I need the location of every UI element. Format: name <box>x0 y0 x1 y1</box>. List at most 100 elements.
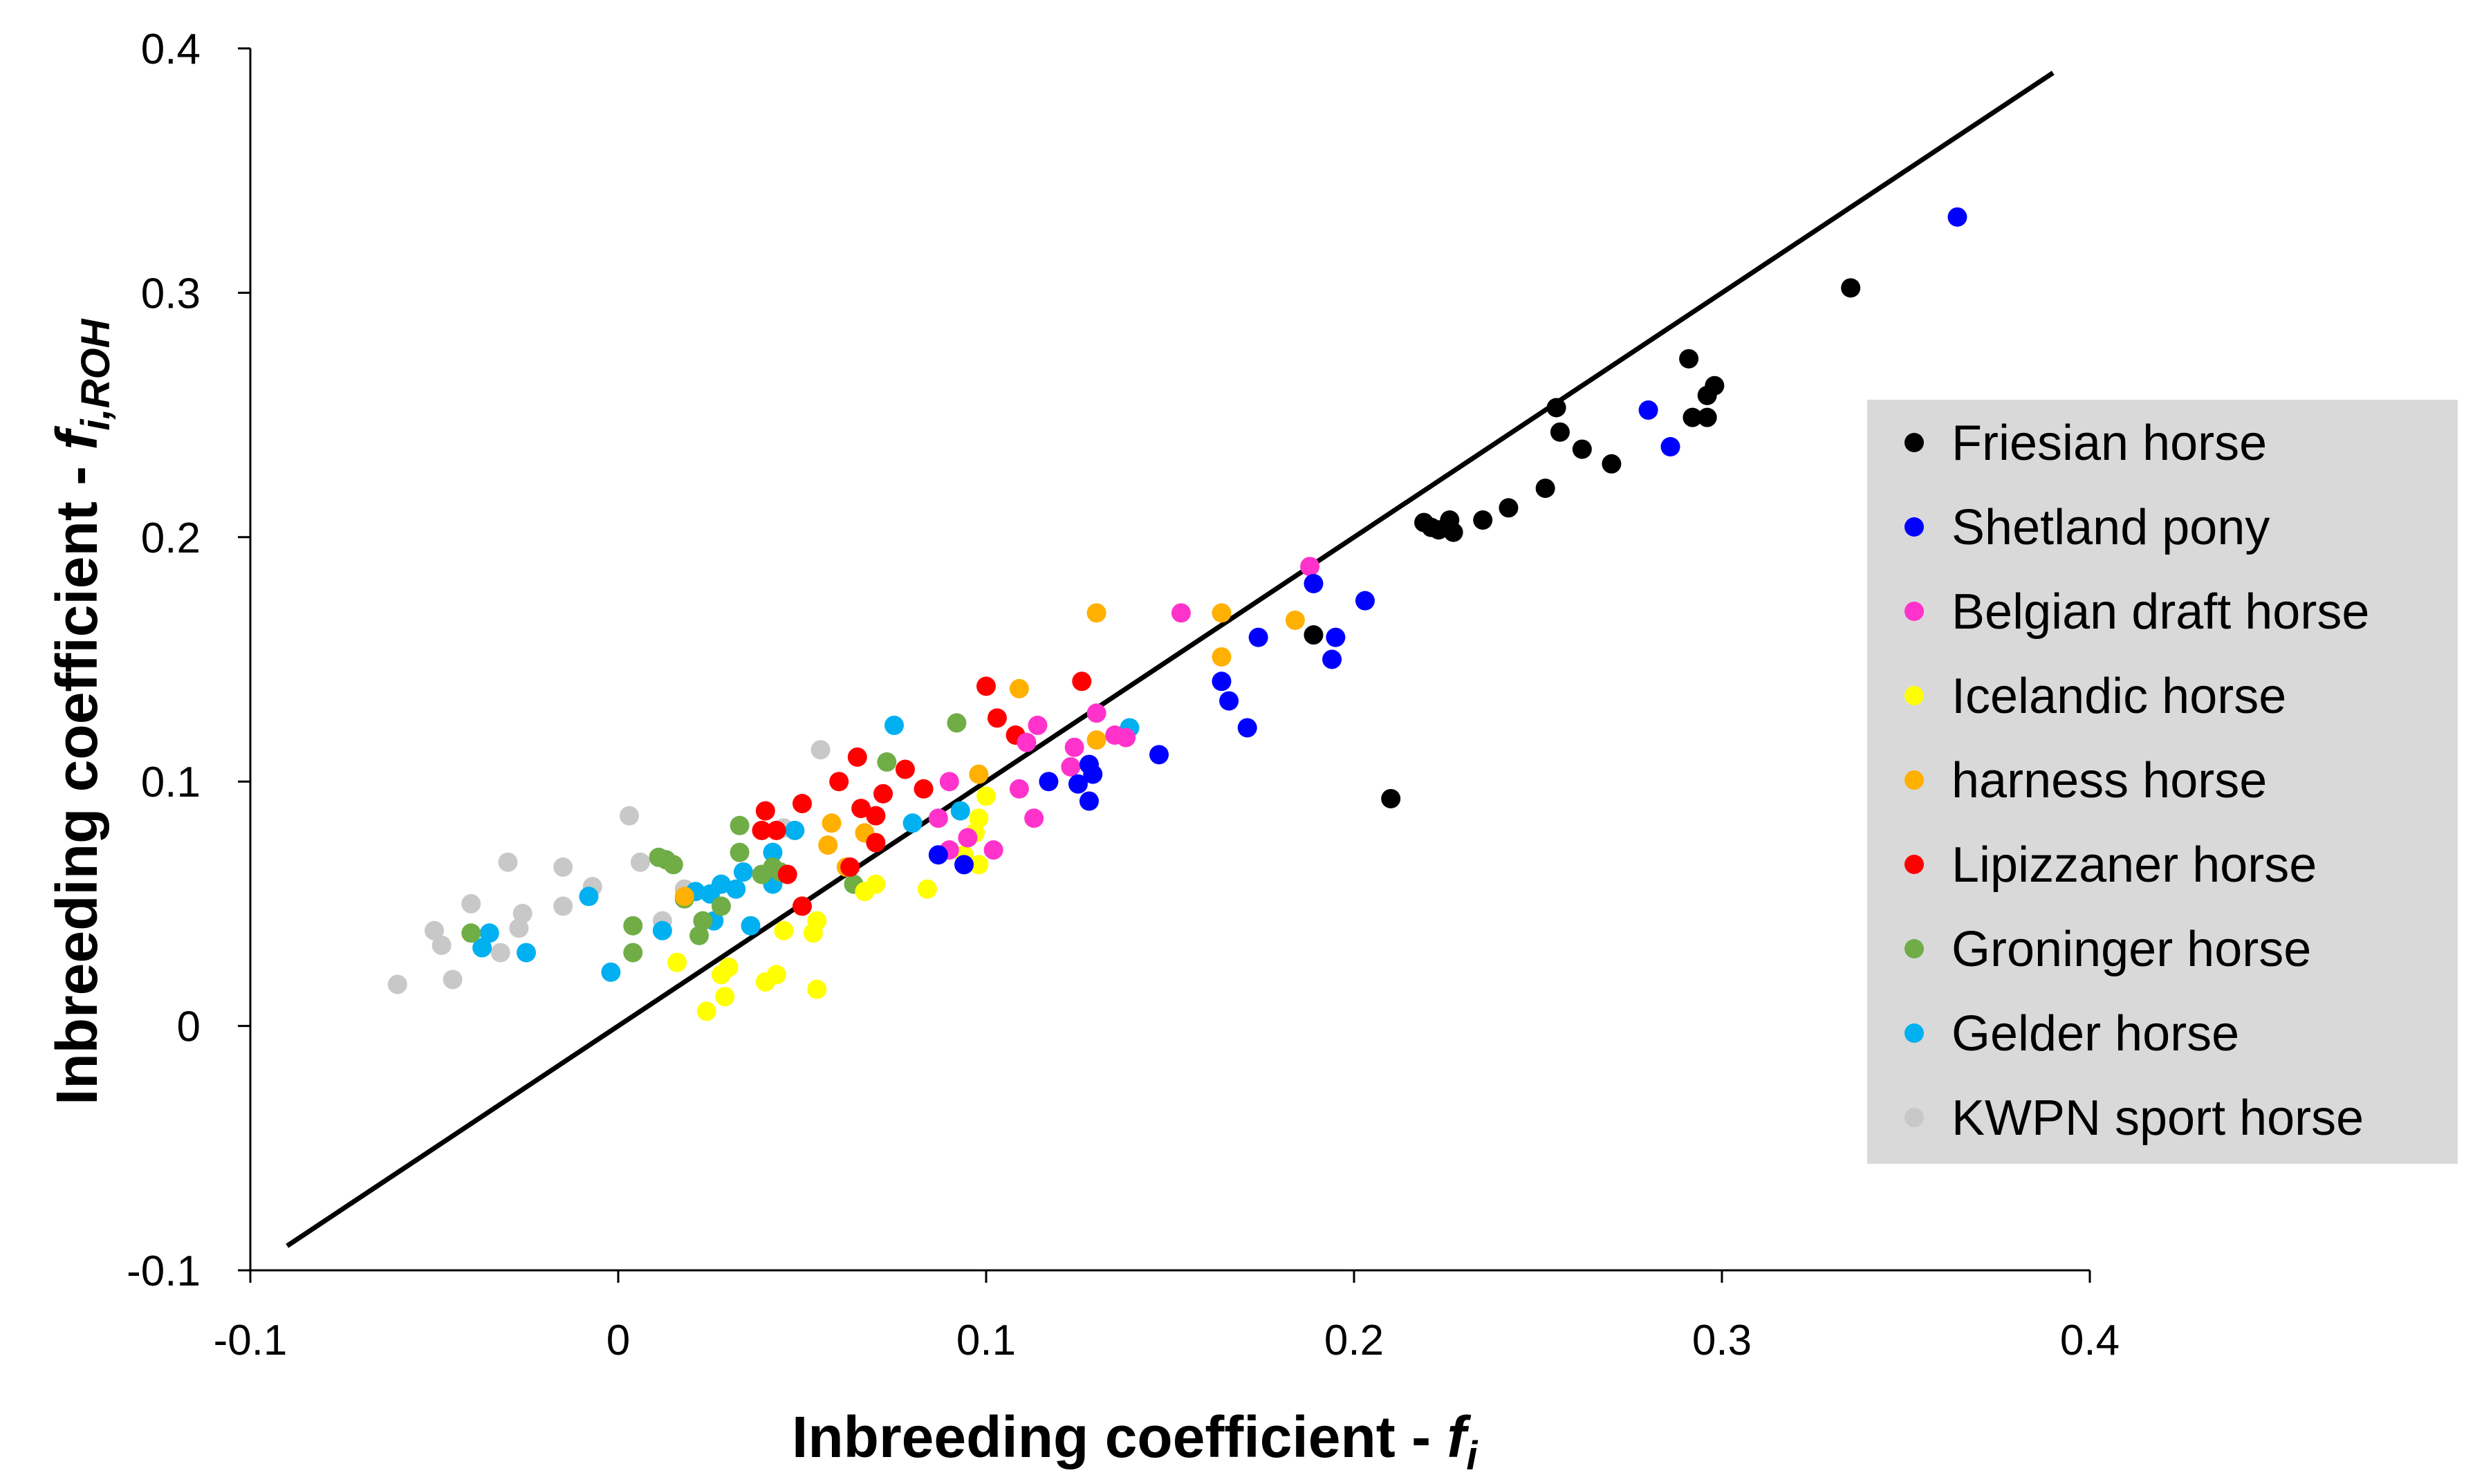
data-point <box>792 896 812 916</box>
data-point <box>1322 649 1342 669</box>
data-point <box>774 920 794 940</box>
data-point <box>1116 727 1136 748</box>
data-point <box>810 740 831 760</box>
legend-label: Lipizzaner horse <box>1952 837 2317 893</box>
data-point <box>1355 591 1375 611</box>
x-tick-label: 0.3 <box>1692 1317 1752 1364</box>
data-point <box>792 794 812 814</box>
data-point <box>1841 278 1861 298</box>
data-point <box>969 855 989 875</box>
series-gelder-horse <box>472 715 1140 982</box>
data-point <box>1660 437 1680 457</box>
data-point <box>498 852 518 872</box>
data-point <box>752 820 772 840</box>
data-point <box>443 970 463 990</box>
data-point <box>1212 603 1232 623</box>
data-point <box>741 916 761 936</box>
data-point <box>873 783 893 804</box>
legend-marker <box>1904 602 1924 621</box>
data-point <box>461 893 481 913</box>
data-point <box>696 1001 716 1021</box>
data-point <box>425 920 444 940</box>
data-point <box>711 896 731 916</box>
data-point <box>1028 715 1048 735</box>
data-point <box>387 974 407 994</box>
legend-label: Belgian draft horse <box>1952 584 2369 640</box>
data-point <box>490 943 510 963</box>
data-point <box>1086 703 1106 723</box>
y-tick-label: 0.2 <box>141 514 201 562</box>
data-point <box>1638 400 1658 420</box>
data-point <box>674 887 694 907</box>
data-point <box>1171 603 1191 623</box>
data-point <box>928 808 948 828</box>
data-point <box>553 896 573 916</box>
data-point <box>917 879 937 899</box>
x-tick-label: 0.2 <box>1324 1317 1384 1364</box>
data-point <box>1535 479 1555 499</box>
x-tick-label: 0 <box>606 1317 630 1364</box>
data-point <box>1219 691 1239 711</box>
data-point <box>663 855 683 875</box>
data-point <box>1304 573 1324 593</box>
y-tick-label: 0 <box>177 1003 201 1051</box>
data-point <box>512 904 532 924</box>
data-point <box>623 916 643 936</box>
data-point <box>1679 349 1699 369</box>
data-point <box>947 713 967 733</box>
data-point <box>1304 625 1324 645</box>
data-point <box>877 752 897 772</box>
data-point <box>766 820 786 840</box>
data-point <box>752 864 772 884</box>
data-point <box>902 813 923 833</box>
data-point <box>730 815 750 835</box>
data-point <box>1083 764 1103 784</box>
data-point <box>807 979 827 999</box>
data-point <box>1572 439 1592 459</box>
legend-marker <box>1904 433 1924 452</box>
data-point <box>693 911 713 931</box>
data-point <box>1550 422 1570 442</box>
data-point <box>1212 671 1232 692</box>
legend-box <box>1867 400 2458 1164</box>
data-point <box>1237 718 1257 738</box>
legend-label: KWPN sport horse <box>1952 1091 2364 1146</box>
data-point <box>601 962 621 982</box>
x-tick-label: -0.1 <box>214 1317 288 1364</box>
data-point <box>1064 737 1084 757</box>
data-point <box>1285 610 1305 630</box>
data-point <box>461 923 481 943</box>
data-point <box>1009 678 1029 698</box>
data-point <box>1546 398 1566 418</box>
data-point <box>1079 791 1099 811</box>
y-tick-label: -0.1 <box>127 1248 201 1295</box>
data-point <box>822 813 842 833</box>
data-point <box>1086 730 1106 750</box>
legend: Friesian horse Shetland pony Belgian draft… <box>1867 400 2458 1164</box>
data-point <box>895 759 915 779</box>
data-point <box>726 879 746 899</box>
data-point <box>1300 557 1320 577</box>
data-point <box>958 828 978 848</box>
data-point <box>1024 808 1044 828</box>
data-point <box>983 840 1003 860</box>
data-point <box>829 772 849 792</box>
series-shetland-pony <box>928 207 1967 875</box>
data-point <box>987 708 1007 728</box>
data-point <box>954 855 974 875</box>
data-point <box>623 943 643 963</box>
data-point <box>517 943 536 963</box>
axes <box>249 48 2090 1272</box>
data-point <box>630 852 650 872</box>
series-icelandic-horse <box>667 786 996 1021</box>
x-tick-label: 0.4 <box>2060 1317 2120 1364</box>
data-point <box>730 842 750 862</box>
data-point <box>652 920 672 940</box>
legend-label: Gelder horse <box>1952 1006 2239 1061</box>
data-point <box>950 801 970 821</box>
data-point <box>472 938 492 958</box>
data-point <box>755 801 775 821</box>
data-point <box>1473 510 1493 530</box>
data-point <box>1697 385 1717 405</box>
data-point <box>976 676 996 696</box>
